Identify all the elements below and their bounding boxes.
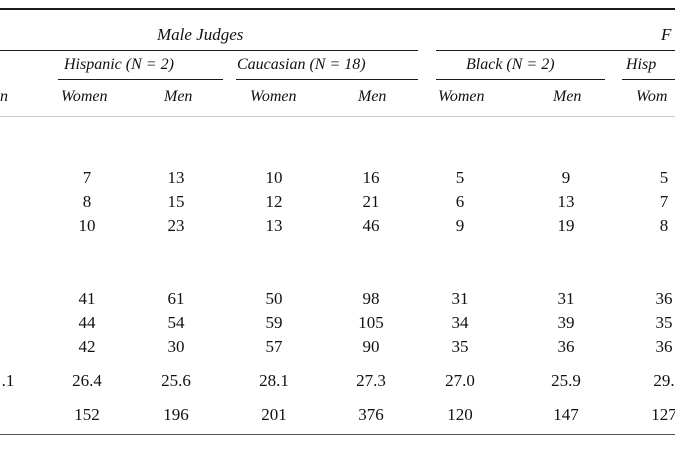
hispanic-female-rule xyxy=(622,79,675,80)
table-cell: 30 xyxy=(167,337,185,356)
table-cell: 8 xyxy=(82,192,92,211)
table-cell: 16 xyxy=(362,168,380,187)
header-bottom-rule xyxy=(0,116,675,117)
table-cell: 7 xyxy=(659,192,669,211)
table-cell: 35 xyxy=(655,313,673,332)
table-cell: 54 xyxy=(167,313,185,332)
table-cell: 25.9 xyxy=(551,371,581,390)
table-cell: 10 xyxy=(78,216,96,235)
table-cell: 46 xyxy=(362,216,380,235)
table-cell: 9 xyxy=(561,168,571,187)
table-cell: 31 xyxy=(451,289,469,308)
table-cell: 5 xyxy=(455,168,465,187)
table-cell: 376 xyxy=(358,405,384,424)
table-cell: 13 xyxy=(265,216,283,235)
col-label-men-fragment: n xyxy=(0,88,8,105)
table-cell: 41 xyxy=(78,289,96,308)
table-cell: 13 xyxy=(557,192,575,211)
table-cell: 19 xyxy=(557,216,575,235)
table-cell: 127 xyxy=(651,405,675,424)
table-cell: 23 xyxy=(167,216,185,235)
table-cell: 61 xyxy=(167,289,185,308)
table-cell: 27.0 xyxy=(445,371,475,390)
table-cell: 21 xyxy=(362,192,380,211)
table-cell: 13 xyxy=(167,168,185,187)
table-cell: 36 xyxy=(655,289,673,308)
male-judges-rule xyxy=(0,50,418,51)
table-cell: 8 xyxy=(659,216,669,235)
table-cell: 196 xyxy=(163,405,189,424)
table-cell: 28.1 xyxy=(259,371,289,390)
female-judges-rule xyxy=(436,50,675,51)
male-judges-header: Male Judges xyxy=(157,25,244,44)
table-cell: 6 xyxy=(455,192,465,211)
table-cell: 57 xyxy=(265,337,283,356)
caucasian-male-rule xyxy=(236,79,418,80)
table-cell: 27.3 xyxy=(356,371,386,390)
table-cell: 36 xyxy=(655,337,673,356)
table-cell: 9 xyxy=(455,216,465,235)
col-label-men: Men xyxy=(358,88,387,105)
table-cell: .1 xyxy=(1,371,15,390)
table-cell: 105 xyxy=(358,313,384,332)
table-cell: 59 xyxy=(265,313,283,332)
table-cell: 25.6 xyxy=(161,371,191,390)
female-judges-header-fragment: F xyxy=(661,25,672,44)
table-cell: 29. xyxy=(653,371,675,390)
table-cell: 98 xyxy=(362,289,380,308)
table-cell: 7 xyxy=(82,168,92,187)
col-label-women: Women xyxy=(438,88,485,105)
table-top-rule xyxy=(0,8,675,10)
table-cell: 36 xyxy=(557,337,575,356)
table-cell: 44 xyxy=(78,313,96,332)
table-cell: 34 xyxy=(451,313,469,332)
table-cell: 152 xyxy=(74,405,100,424)
black-female-header: Black (N = 2) xyxy=(466,56,555,73)
table-cell: 201 xyxy=(261,405,287,424)
table-cell: 42 xyxy=(78,337,96,356)
table-cell: 10 xyxy=(265,168,283,187)
table-cell: 39 xyxy=(557,313,575,332)
hispanic-male-header: Hispanic (N = 2) xyxy=(64,56,174,73)
table-cell: 31 xyxy=(557,289,575,308)
table-cell: 15 xyxy=(167,192,185,211)
col-label-women-fragment: Wom xyxy=(636,88,668,105)
table-cell: 120 xyxy=(447,405,473,424)
hispanic-female-header-fragment: Hisp xyxy=(626,56,657,73)
col-label-women: Women xyxy=(250,88,297,105)
col-label-men: Men xyxy=(164,88,193,105)
hispanic-male-rule xyxy=(58,79,223,80)
col-label-women: Women xyxy=(61,88,108,105)
table-cell: 90 xyxy=(362,337,380,356)
table-cell: 5 xyxy=(659,168,669,187)
black-female-rule xyxy=(436,79,605,80)
table-cell: 26.4 xyxy=(72,371,102,390)
col-label-men: Men xyxy=(553,88,582,105)
table-cell: 35 xyxy=(451,337,469,356)
table-cell: 147 xyxy=(553,405,579,424)
caucasian-male-header: Caucasian (N = 18) xyxy=(237,56,366,73)
table-bottom-rule xyxy=(0,434,675,435)
table-cell: 50 xyxy=(265,289,283,308)
table-cell: 12 xyxy=(265,192,283,211)
